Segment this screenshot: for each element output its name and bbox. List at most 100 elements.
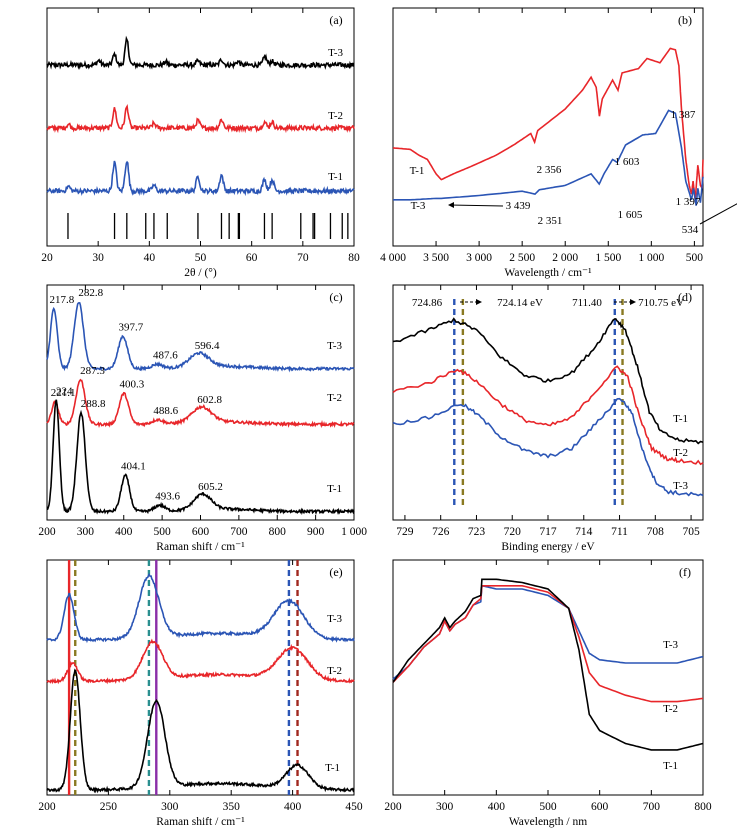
x-tick-label: 500 — [539, 801, 557, 813]
series-label-t-1: T-1 — [673, 413, 688, 425]
x-tick-label: 450 — [345, 801, 363, 813]
x-tick-label: 80 — [348, 252, 360, 264]
x-tick-label: 400 — [115, 526, 133, 538]
data-label: 404.1 — [121, 461, 146, 473]
series-line-t-2 — [392, 585, 704, 703]
x-tick-label: 700 — [230, 526, 248, 538]
data-label: 397.7 — [118, 321, 143, 333]
data-label: 605.2 — [198, 481, 223, 493]
peak-annotation: 534 — [682, 224, 699, 236]
series-line-t-2 — [46, 638, 355, 685]
series-label-t-1: T-1 — [327, 483, 342, 495]
plot-frame — [392, 7, 704, 247]
x-tick-label: 50 — [195, 252, 207, 264]
data-label: 596.4 — [195, 340, 220, 352]
series-label-t-1: T-1 — [410, 165, 425, 177]
x-tick-label: 20 — [41, 252, 53, 264]
data-label: 487.6 — [153, 349, 178, 361]
series-label-t-2: T-2 — [327, 392, 342, 404]
x-tick-label: 723 — [468, 526, 486, 538]
x-tick-label: 1 000 — [341, 526, 367, 538]
x-tick-label: 500 — [154, 526, 172, 538]
series-line-t-1 — [46, 160, 355, 197]
peak-annotation: 1 603 — [615, 156, 640, 168]
peak-annotation: 3 439 — [506, 200, 531, 212]
panel-label: (c) — [329, 290, 342, 304]
x-tick-label: 714 — [575, 526, 593, 538]
series-line-t-1 — [46, 668, 355, 794]
series-label-t-2: T-2 — [673, 447, 688, 459]
series-line-t-1 — [392, 578, 704, 751]
x-tick-label: 800 — [694, 801, 712, 813]
data-label: 493.6 — [155, 490, 180, 502]
series-label-t-3: T-3 — [328, 47, 343, 59]
x-tick-label: 1 000 — [638, 252, 664, 264]
series-line-t-3 — [46, 301, 355, 373]
data-label: 602.8 — [197, 394, 222, 406]
panel-f: 200 300 400 500 600 700 800 Wavelength / nm (f) T… — [384, 559, 712, 828]
series-line-t-1 — [392, 317, 704, 445]
data-label: 282.8 — [78, 287, 103, 299]
series-line-t-1 — [392, 47, 704, 200]
data-label: 224 — [56, 385, 73, 397]
peak-annotation: 2 351 — [538, 215, 563, 227]
panel-b: 4 000 3 500 3 000 2 500 2 000 1 500 1 000 500 Wa… — [380, 7, 704, 279]
energy-label: 711.40 — [572, 297, 602, 309]
data-label: 488.6 — [153, 405, 178, 417]
series-label-t-3: T-3 — [673, 480, 688, 492]
x-tick-label: 2 000 — [552, 252, 578, 264]
x-tick-label: 40 — [144, 252, 156, 264]
plot-frame — [46, 559, 355, 796]
panel-d: 729 726 723 720 717 714 711 708 705 Binding energ… — [392, 284, 704, 553]
series-line-t-2 — [392, 365, 704, 466]
x-tick-label: 30 — [92, 252, 104, 264]
x-tick-label: 729 — [396, 526, 414, 538]
x-tick-label: 717 — [539, 526, 557, 538]
panel-b-annotations: T-1 T-3 3 439 2 356 2 351 1 603 1 605 1 387 1 39… — [410, 109, 737, 236]
series-label-t-2: T-2 — [328, 110, 343, 122]
x-tick-label: 800 — [269, 526, 287, 538]
x-tick-label: 300 — [77, 526, 95, 538]
energy-label: 724.86 — [412, 297, 443, 309]
series-label-t-2: T-2 — [663, 703, 678, 715]
peak-annotation: 2 356 — [537, 164, 562, 176]
arrow-head — [630, 299, 636, 305]
x-axis-label: Wavelength / cm⁻¹ — [504, 267, 592, 279]
x-tick-label: 3 000 — [466, 252, 492, 264]
x-tick-label: 250 — [100, 801, 118, 813]
data-label: 400.3 — [119, 379, 144, 391]
x-tick-label: 705 — [682, 526, 700, 538]
x-tick-label: 2 500 — [509, 252, 535, 264]
x-tick-label: 300 — [436, 801, 454, 813]
x-tick-label: 726 — [432, 526, 450, 538]
x-tick-label: 70 — [297, 252, 309, 264]
annotation-arrow — [449, 204, 504, 207]
x-axis-label: Binding energy / eV — [501, 541, 595, 553]
data-label: 287.3 — [80, 365, 105, 377]
panel-c: 200 300 400 500 600 700 800 900 1 000 Raman shift… — [38, 284, 367, 553]
x-tick-label: 60 — [246, 252, 258, 264]
x-tick-label: 500 — [686, 252, 704, 264]
series-label-t-3: T-3 — [327, 613, 342, 625]
x-axis-label: Wavelength / nm — [509, 816, 587, 828]
panel-label: (a) — [329, 13, 342, 27]
series-line-t-3 — [46, 35, 355, 71]
x-axis-label: Raman shift / cm⁻¹ — [156, 541, 245, 553]
x-tick-label: 720 — [504, 526, 522, 538]
series-label-t-2: T-2 — [327, 665, 342, 677]
peak-annotation: 1 387 — [671, 109, 696, 121]
annotation-arrow — [699, 203, 737, 225]
x-tick-label: 400 — [284, 801, 302, 813]
x-tick-label: 600 — [591, 801, 609, 813]
data-label: 288.8 — [81, 398, 106, 410]
x-tick-label: 1 500 — [595, 252, 621, 264]
x-tick-label: 900 — [307, 526, 325, 538]
panel-label: (f) — [679, 565, 691, 579]
series-label-t-1: T-1 — [328, 171, 343, 183]
panel-a: 20 30 40 50 60 70 80 2θ / (°) (a) T-3 T-2 T-1 — [41, 7, 360, 279]
series-line-t-2 — [46, 378, 355, 429]
x-tick-label: 300 — [161, 801, 179, 813]
x-tick-label: 3 500 — [423, 252, 449, 264]
x-tick-label: 200 — [38, 801, 56, 813]
